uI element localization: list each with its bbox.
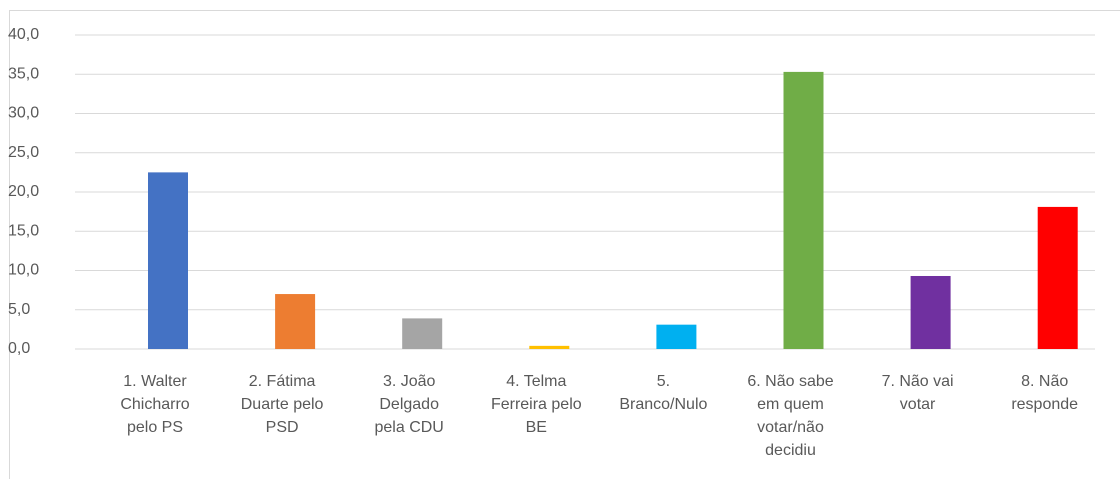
y-tick-label: 15,0 [8,222,39,239]
x-tick-label: 2. Fátima Duarte pelo PSD [240,373,324,436]
chart-frame [9,10,1120,479]
bar [1037,206,1078,349]
bar [910,275,951,349]
bar [402,318,443,349]
bar [656,324,697,349]
x-tick-label: 5. Branco/Nulo [619,373,708,413]
bar [529,345,570,349]
bar [783,71,824,350]
y-tick-label: 25,0 [8,144,39,161]
x-tick-label: 1. Walter Chicharro pelo PS [120,373,190,436]
x-tick-label: 7. Não vai votar [881,373,954,413]
x-tick-label: 6. Não sabe em quem votar/não decidiu [747,373,834,459]
y-tick-label: 35,0 [8,65,39,82]
x-tick-label: 8. Não responde [1011,373,1079,413]
x-tick-label: 4. Telma Ferreira pelo BE [490,373,582,436]
x-tick-label: 3. João Delgado pela CDU [374,373,444,436]
bar [148,172,188,349]
y-tick-label: 30,0 [8,105,39,122]
y-tick-label: 5,0 [8,301,30,318]
y-tick-label: 20,0 [8,183,39,200]
y-tick-label: 40,0 [8,26,39,43]
y-tick-label: 10,0 [8,262,39,279]
y-tick-label: 0,0 [8,340,30,357]
bar [275,294,316,349]
